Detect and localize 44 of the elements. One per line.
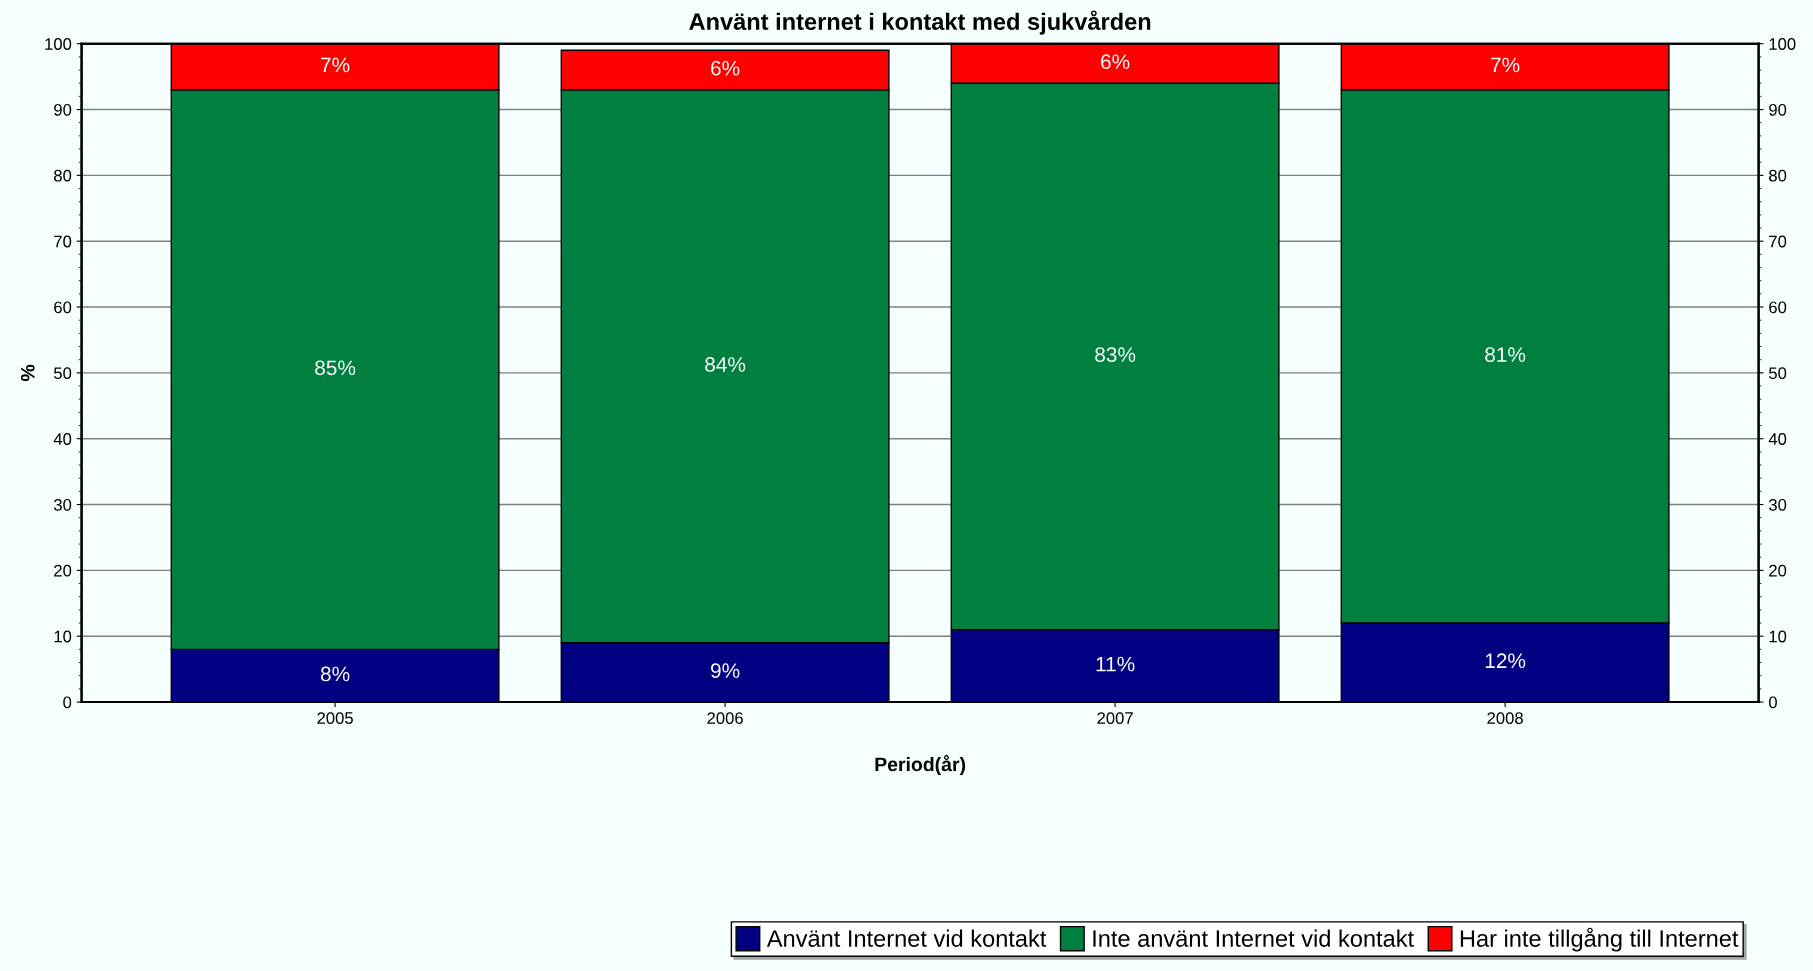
data-label: 84% (705, 357, 746, 372)
y-tick-label: 60 (54, 301, 72, 314)
x-tick-label: 2007 (1097, 712, 1133, 724)
y2-tick-label: 90 (1769, 103, 1787, 116)
data-label: 11% (1096, 656, 1135, 672)
y-tick-label: 30 (53, 498, 72, 511)
y2-tick-label: 80 (1769, 169, 1787, 182)
y-axis-title: % (20, 364, 35, 382)
y-tick-label: 10 (54, 630, 72, 643)
data-label: 6% (1101, 54, 1130, 70)
data-label: 6% (711, 60, 740, 76)
y-tick-label: 20 (54, 564, 72, 577)
x-axis-title: Period(år) (875, 755, 966, 776)
y2-tick-label: 0 (1768, 696, 1777, 709)
chart-title: Använt internet i kontakt med sjukvården (689, 10, 1151, 35)
x-tick-label: 2008 (1487, 712, 1523, 724)
legend-label: Inte använt Internet vid kontakt (1093, 929, 1414, 947)
y2-tick-label: 100 (1769, 38, 1796, 50)
y2-tick-label: 30 (1768, 498, 1787, 511)
data-label: 83% (1095, 347, 1136, 362)
y-tick-label: 0 (63, 696, 72, 709)
data-label: 9% (711, 663, 740, 678)
x-tick-label: 2006 (707, 712, 743, 724)
data-label: 7% (1491, 57, 1520, 73)
y2-tick-label: 50 (1769, 367, 1787, 380)
data-label: 85% (315, 360, 356, 376)
data-label: 12% (1485, 653, 1526, 669)
legend-label: Har inte tillgång till Internet (1460, 927, 1739, 952)
y2-tick-label: 60 (1769, 301, 1787, 314)
x-tick-label: 2005 (317, 712, 353, 724)
data-label: 8% (320, 666, 350, 682)
data-label: 81% (1485, 347, 1526, 362)
legend-label: Använt Internet vid kontakt (766, 929, 1047, 947)
y-tick-label: 70 (54, 235, 72, 248)
y2-tick-label: 20 (1769, 564, 1787, 577)
y2-tick-label: 70 (1769, 235, 1787, 248)
y-tick-label: 40 (53, 433, 72, 445)
y-tick-label: 90 (54, 103, 72, 116)
y-tick-label: 100 (45, 38, 72, 50)
y2-tick-label: 40 (1768, 433, 1787, 445)
data-label: 7% (321, 57, 350, 73)
y-tick-label: 80 (54, 169, 72, 182)
y-tick-label: 50 (53, 367, 72, 380)
y2-tick-label: 10 (1769, 630, 1787, 643)
